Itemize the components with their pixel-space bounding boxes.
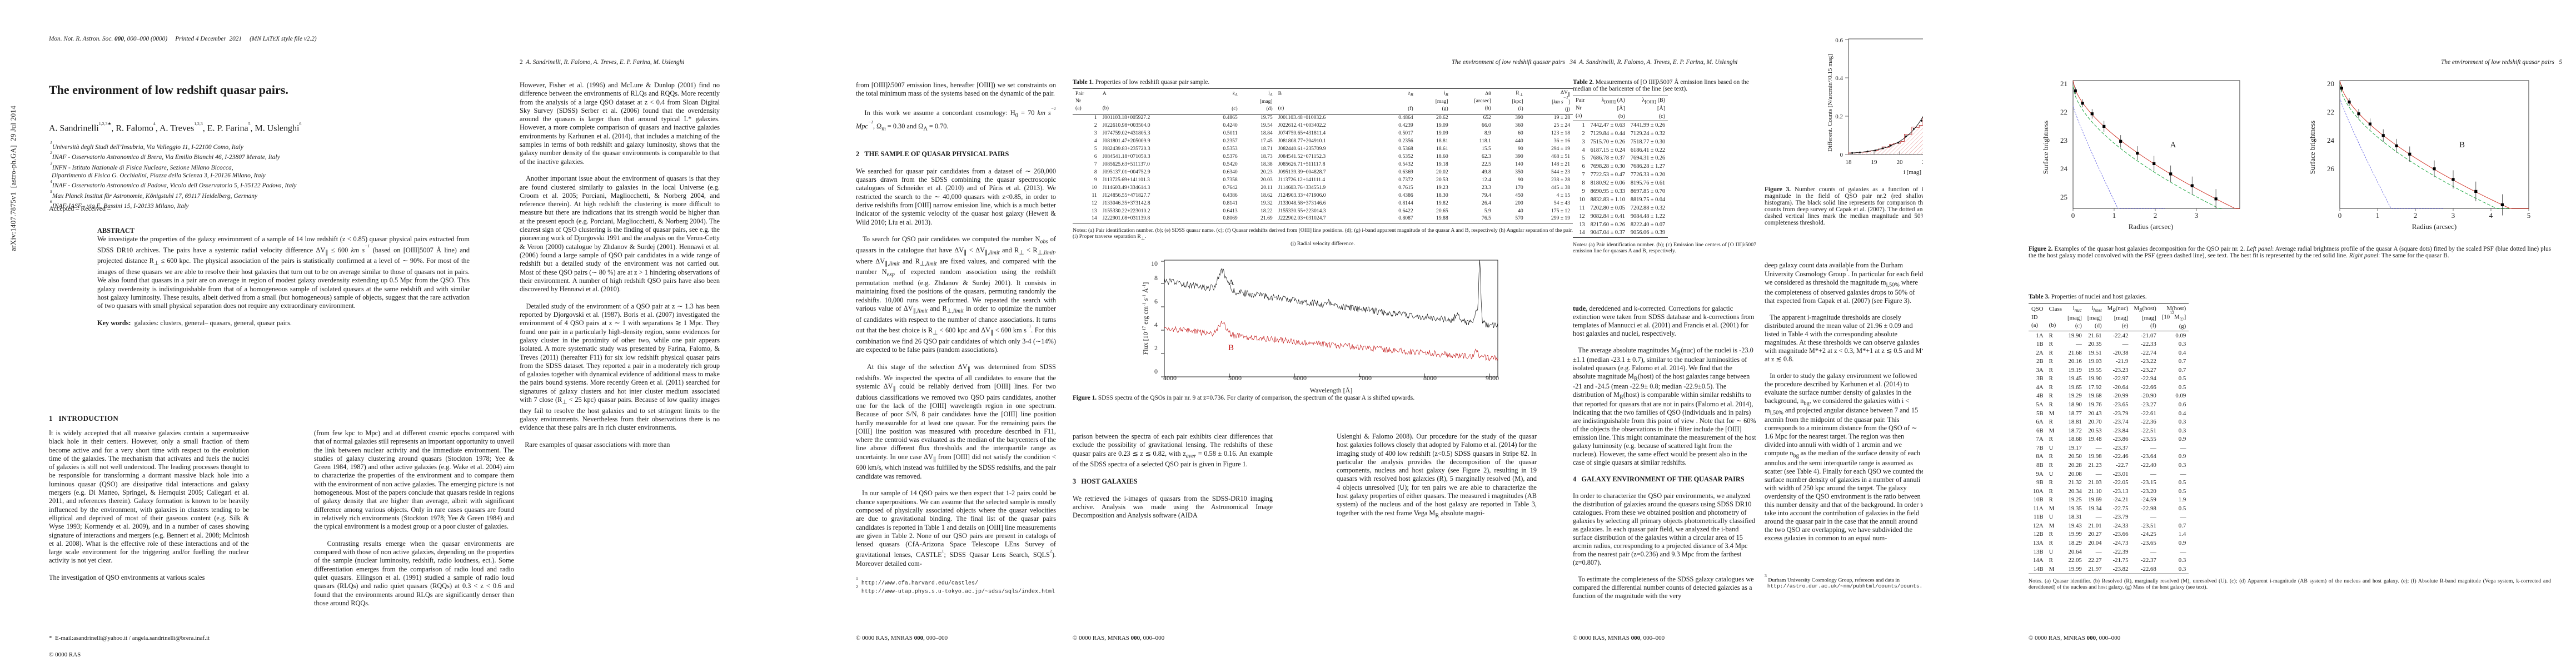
svg-text:2: 2: [2154, 211, 2158, 220]
svg-text:0: 0: [2071, 211, 2075, 220]
svg-text:8: 8: [1154, 274, 1158, 282]
svg-text:Radius (arcsec): Radius (arcsec): [2412, 222, 2457, 231]
svg-text:24: 24: [2327, 136, 2335, 145]
svg-text:B: B: [2459, 141, 2465, 150]
svg-text:Radius (arcsec): Radius (arcsec): [2129, 222, 2174, 231]
svg-text:26: 26: [2327, 165, 2335, 173]
svg-text:B: B: [1228, 344, 1234, 352]
svg-text:23: 23: [2060, 136, 2067, 145]
svg-text:0: 0: [1154, 367, 1158, 375]
svg-text:A: A: [1228, 278, 1234, 287]
svg-text:0: 0: [2338, 211, 2342, 220]
svg-text:0.2: 0.2: [1835, 113, 1843, 120]
svg-text:3: 3: [2452, 211, 2455, 220]
svg-text:Surface brightness: Surface brightness: [2308, 121, 2316, 174]
svg-text:5000: 5000: [1228, 374, 1242, 382]
svg-text:7000: 7000: [1358, 374, 1372, 382]
svg-text:Wavelength [Å]: Wavelength [Å]: [1310, 386, 1353, 394]
svg-text:5: 5: [2527, 211, 2531, 220]
svg-text:9000: 9000: [1486, 374, 1499, 382]
svg-text:Different. Counts [N/arcmin²/0: Different. Counts [N/arcmin²/0.15 mag]: [1827, 54, 1833, 152]
svg-text:22: 22: [2060, 108, 2067, 116]
svg-text:6000: 6000: [1293, 374, 1307, 382]
svg-text:6: 6: [1154, 297, 1158, 305]
svg-text:1: 1: [2376, 211, 2380, 220]
svg-text:22: 22: [2327, 108, 2334, 116]
svg-text:i [mag]: i [mag]: [1904, 169, 1921, 176]
svg-text:4000: 4000: [1163, 374, 1177, 382]
svg-text:2: 2: [2414, 211, 2418, 220]
svg-text:2: 2: [1154, 344, 1158, 352]
svg-text:21: 21: [2060, 79, 2067, 88]
svg-text:A: A: [2170, 141, 2176, 150]
svg-text:0: 0: [1840, 152, 1843, 158]
svg-text:0.6: 0.6: [1835, 37, 1843, 44]
svg-text:3: 3: [2195, 211, 2199, 220]
svg-text:24: 24: [2060, 165, 2068, 173]
svg-text:Surface brightness: Surface brightness: [2041, 121, 2050, 174]
svg-text:10: 10: [1151, 260, 1158, 267]
svg-text:4: 4: [2489, 211, 2493, 220]
svg-text:20: 20: [2327, 79, 2334, 88]
svg-text:0.4: 0.4: [1835, 75, 1843, 82]
svg-text:18: 18: [1846, 159, 1852, 166]
svg-text:8000: 8000: [1423, 374, 1437, 382]
svg-text:25: 25: [2060, 193, 2067, 201]
svg-text:4: 4: [1154, 321, 1158, 328]
svg-text:Flux [10-17 erg cm-1 s-1 Å-1]: Flux [10-17 erg cm-1 s-1 Å-1]: [1142, 282, 1150, 355]
svg-text:1: 1: [2112, 211, 2116, 220]
svg-text:20: 20: [1897, 159, 1904, 166]
svg-text:19: 19: [1871, 159, 1878, 166]
